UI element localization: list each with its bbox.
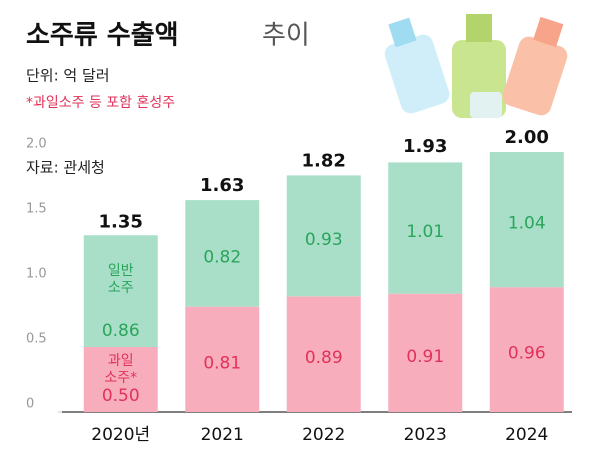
bar-segment (185, 306, 260, 412)
bar-segment (286, 296, 361, 412)
subtitle: 단위: 억 달러 (26, 67, 110, 85)
value-label: 1.04 (508, 214, 546, 234)
y-tick-label: 1.0 (26, 267, 47, 282)
value-label: 0.93 (305, 230, 343, 250)
bar-segment (489, 152, 564, 288)
y-tick-label: 0 (26, 397, 34, 412)
value-label: 0.89 (305, 348, 343, 368)
bar-segment (83, 235, 158, 347)
value-label: 0.91 (406, 347, 444, 367)
bar-segment (83, 347, 158, 412)
total-label: 1.63 (200, 175, 244, 196)
series-label: 일반 소주 (107, 263, 134, 297)
bar-segment (388, 162, 463, 294)
value-label: 0.50 (102, 386, 140, 406)
total-label: 1.82 (302, 150, 346, 171)
series-label: 과일 소주* (104, 353, 138, 386)
x-tick-label: 2024 (505, 425, 548, 445)
total-label: 1.93 (403, 136, 447, 157)
value-label: 0.96 (508, 344, 546, 364)
y-tick-label: 0.5 (26, 332, 47, 347)
bar-segment (286, 175, 361, 297)
x-tick-label: 2023 (404, 425, 447, 445)
x-tick-label: 2021 (201, 425, 244, 445)
value-label: 0.82 (203, 247, 241, 267)
y-tick-label: 2.0 (26, 137, 47, 152)
value-label: 1.01 (406, 222, 444, 242)
bottles (384, 14, 568, 118)
value-label: 0.81 (203, 353, 241, 373)
x-tick-label: 2022 (302, 425, 345, 445)
chart-title-suffix: 추이 (262, 21, 310, 51)
total-label: 2.00 (505, 127, 549, 148)
bar-segment (185, 200, 260, 307)
total-label: 1.35 (99, 212, 143, 233)
source: 자료: 관세청 (26, 159, 105, 177)
value-label: 0.86 (102, 321, 140, 341)
bar-segment (388, 293, 463, 412)
y-tick-label: 1.5 (26, 202, 47, 217)
bar-segment (489, 287, 564, 412)
x-tick-label: 2020년 (91, 425, 150, 445)
chart-title: 소주류 수출액 (26, 21, 179, 51)
note: *과일소주 등 포함 혼성주 (26, 95, 175, 111)
